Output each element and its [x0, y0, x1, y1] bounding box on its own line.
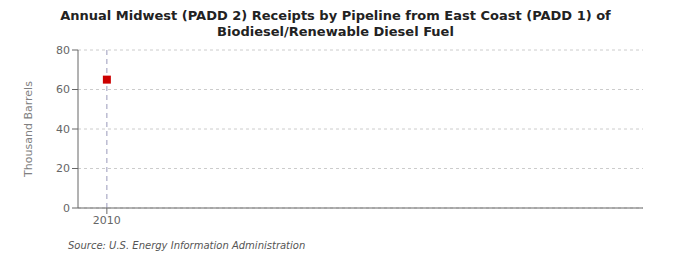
- html-text:Source: U.S. Energy Informatio: Source: U.S. Energy Information Administ…: [68, 240, 306, 251]
- svg-text:Thousand Barrels: Thousand Barrels: [22, 81, 35, 178]
- svg-text:2010: 2010: [93, 214, 121, 227]
- html-text:Biodiesel/Renewable Diesel Fue: Biodiesel/Renewable Diesel Fuel: [217, 24, 454, 39]
- svg-text:60: 60: [56, 83, 70, 96]
- svg-text:80: 80: [56, 44, 70, 57]
- svg-text:20: 20: [56, 162, 70, 175]
- svg-text:40: 40: [56, 123, 70, 136]
- html-text:Annual Midwest (PADD 2) Receip: Annual Midwest (PADD 2) Receipts by Pipe…: [60, 8, 611, 23]
- svg-text:0: 0: [63, 202, 70, 215]
